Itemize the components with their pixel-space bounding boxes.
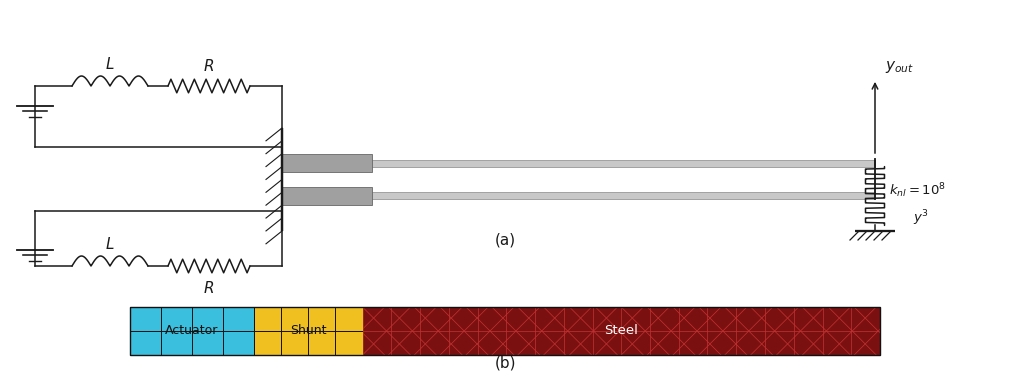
Text: $k_{nl} = 10^8$: $k_{nl} = 10^8$ [889,182,946,200]
Text: Actuator: Actuator [165,324,218,338]
Bar [282,192,875,200]
Bar [254,307,363,355]
Bar [363,307,880,355]
Bar [282,160,875,166]
Text: $y_{out}$: $y_{out}$ [885,59,914,75]
Text: (a): (a) [494,232,516,248]
Bar [282,154,372,172]
Text: $y^3$: $y^3$ [913,208,929,228]
Bar [363,307,880,355]
Bar [130,307,254,355]
Text: $R$: $R$ [203,58,214,74]
Bar [130,307,880,355]
Text: Steel: Steel [605,324,638,338]
Text: Shunt: Shunt [290,324,327,338]
Bar [282,187,372,205]
Text: $L$: $L$ [105,56,115,72]
Text: $L$: $L$ [105,236,115,252]
Text: (b): (b) [494,356,516,371]
Text: $R$: $R$ [203,280,214,296]
